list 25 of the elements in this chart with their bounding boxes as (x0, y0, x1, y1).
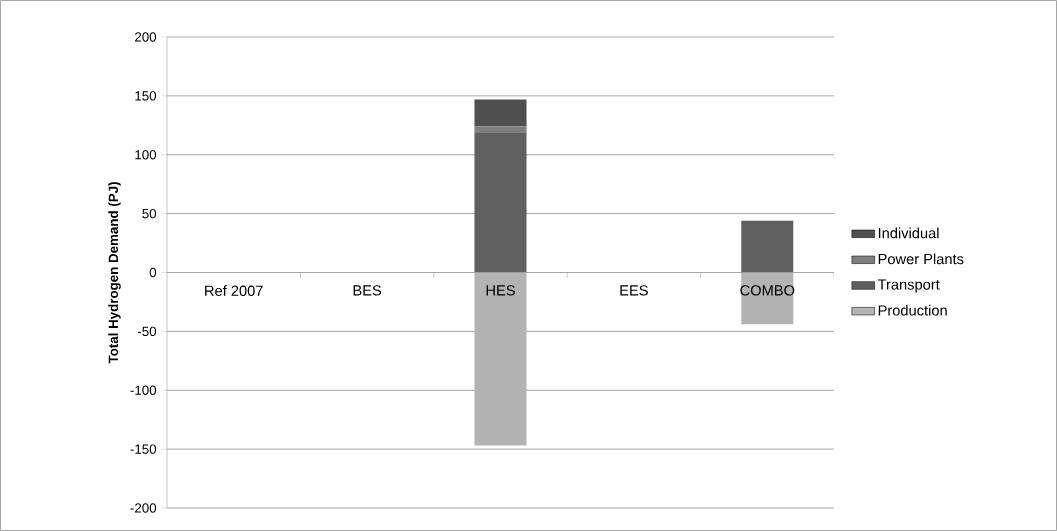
y-tick-label: -150 (130, 444, 157, 454)
y-tick-label: -50 (137, 326, 157, 337)
y-tick-label: 150 (135, 91, 157, 101)
bar (474, 272, 527, 446)
x-tick-label: HES (486, 285, 515, 296)
x-tick-label: Ref 2007 (205, 285, 263, 296)
y-tick-label: 200 (135, 32, 157, 42)
y-tick-label: -200 (130, 503, 157, 513)
y-tick-label: -100 (130, 385, 157, 395)
y-tick-label: 50 (142, 208, 157, 219)
y-tick-label: 100 (135, 150, 157, 160)
bar (474, 132, 527, 273)
legend-label: Production (878, 304, 947, 316)
bar (741, 220, 794, 273)
legend-label: Transport (877, 279, 940, 293)
legend-label: Power Plants (878, 253, 964, 265)
x-tick-label: BES (353, 285, 382, 296)
bar (741, 272, 794, 325)
y-axis-title: Total Hydrogen Demand (PJ) (108, 182, 121, 364)
bar (474, 126, 527, 133)
x-tick-label: COMBO (740, 285, 795, 296)
y-tick-label: 0 (149, 267, 157, 278)
x-tick-label: EES (620, 285, 648, 296)
legend-label: Individual (878, 227, 939, 239)
bar (474, 99, 527, 127)
